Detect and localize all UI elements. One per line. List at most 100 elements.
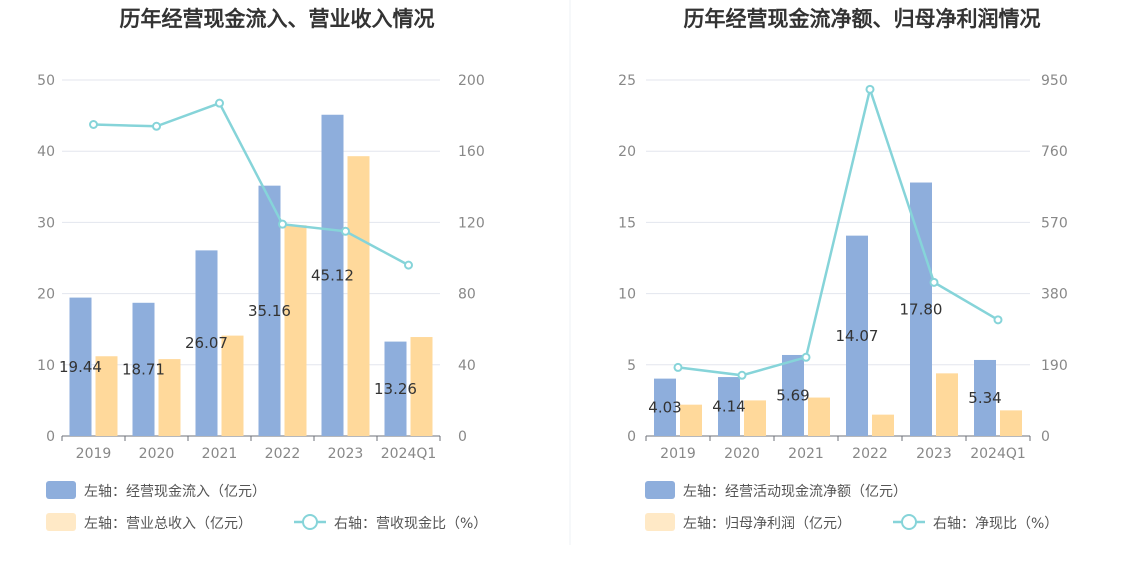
bar-primary-2024Q1 xyxy=(974,359,996,436)
ratio-point-2024Q1 xyxy=(404,260,413,270)
right-axis-tick-label: 950 xyxy=(1041,73,1068,89)
legend-label-secondary: 左轴：营业总收入（亿元） xyxy=(84,516,252,532)
x-axis-tick-label: 2021 xyxy=(788,446,824,462)
legend-swatch-secondary xyxy=(645,513,675,531)
legend-label-primary: 左轴：经营活动现金流净额（亿元） xyxy=(683,484,907,500)
bar-primary-2021 xyxy=(195,250,218,436)
chart-title: 历年经营现金流入、营业收入情况 xyxy=(120,7,435,31)
right-axis-tick-label: 200 xyxy=(458,73,485,89)
bar-secondary-2023 xyxy=(936,373,958,436)
left-axis-tick-label: 20 xyxy=(618,144,636,160)
ratio-point-2019 xyxy=(673,362,683,372)
legend-label-secondary: 左轴：归母净利润（亿元） xyxy=(683,515,851,532)
bar-secondary-2022 xyxy=(284,225,307,436)
bar-data-label-2020: 4.14 xyxy=(712,398,745,416)
ratio-point-2020 xyxy=(152,121,161,131)
left-axis-tick-label: 40 xyxy=(37,144,55,160)
x-axis-tick-label: 2024Q1 xyxy=(381,446,437,462)
left-axis-tick-label: 10 xyxy=(37,358,55,374)
bar-primary-2024Q1 xyxy=(384,341,407,436)
legend-swatch-secondary xyxy=(46,513,76,531)
right-axis-tick-label: 570 xyxy=(1041,215,1068,231)
bar-primary-2020 xyxy=(132,302,155,436)
bar-secondary-2023 xyxy=(347,156,370,436)
right-axis-tick-label: 760 xyxy=(1041,144,1068,160)
bar-primary-2019 xyxy=(69,297,92,436)
bar-secondary-2021 xyxy=(221,335,244,436)
bar-data-label-2019: 19.44 xyxy=(59,358,102,376)
bar-primary-2020 xyxy=(718,377,740,436)
left-axis-tick-label: 30 xyxy=(37,215,55,231)
ratio-point-2022 xyxy=(278,219,287,229)
bar-secondary-2021 xyxy=(808,397,830,436)
bar-data-label-2022: 14.07 xyxy=(836,327,879,345)
ratio-point-2020 xyxy=(737,370,747,380)
bar-data-label-2024Q1: 13.26 xyxy=(374,380,417,398)
x-axis-tick-label: 2019 xyxy=(660,446,696,462)
legend-label-line: 右轴：净现比（%） xyxy=(933,516,1058,532)
right-axis-tick-label: 0 xyxy=(458,429,467,445)
bar-secondary-2020 xyxy=(744,400,766,436)
chart-title: 历年经营现金流净额、归母净利润情况 xyxy=(684,7,1041,31)
ratio-point-2021 xyxy=(215,98,224,108)
bar-secondary-2024Q1 xyxy=(410,337,433,436)
left-axis-tick-label: 25 xyxy=(618,73,636,89)
bar-primary-2022 xyxy=(258,185,281,436)
x-axis-tick-label: 2021 xyxy=(202,446,238,462)
left-axis-tick-label: 0 xyxy=(46,429,55,445)
bar-primary-2023 xyxy=(321,114,344,436)
ratio-point-2021 xyxy=(801,352,811,362)
x-axis-tick-label: 2024Q1 xyxy=(970,446,1026,462)
bar-primary-2023 xyxy=(910,182,932,436)
bar-secondary-2019 xyxy=(95,356,118,436)
x-axis-tick-label: 2019 xyxy=(76,446,112,462)
bar-data-label-2022: 35.16 xyxy=(248,302,291,320)
chart-panel-2: 历年经营现金流净额、归母净利润情况 0 0 5 190 10 380 15 570 20 760 25… xyxy=(618,7,1068,532)
bar-data-label-2024Q1: 5.34 xyxy=(968,389,1001,407)
bar-primary-2022 xyxy=(846,235,868,436)
right-axis-tick-label: 40 xyxy=(458,358,476,374)
right-axis-tick-label: 380 xyxy=(1041,287,1068,303)
legend-swatch-primary xyxy=(645,481,675,499)
bar-data-label-2023: 17.80 xyxy=(900,300,943,318)
x-axis-tick-label: 2023 xyxy=(328,446,364,462)
legend-swatch-line-marker xyxy=(901,514,917,530)
x-axis-tick-label: 2023 xyxy=(916,446,952,462)
bar-secondary-2024Q1 xyxy=(1000,410,1022,436)
bar-secondary-2019 xyxy=(680,404,702,436)
legend-label-primary: 左轴：经营现金流入（亿元） xyxy=(84,484,266,500)
bar-data-label-2021: 26.07 xyxy=(185,334,228,352)
right-axis-tick-label: 80 xyxy=(458,287,476,303)
legend-label-line: 右轴：营收现金比（%） xyxy=(334,516,487,532)
right-axis-tick-label: 190 xyxy=(1041,358,1068,374)
legend-swatch-primary xyxy=(46,481,76,499)
left-axis-tick-label: 5 xyxy=(627,358,636,374)
x-axis-tick-label: 2022 xyxy=(265,446,301,462)
left-axis-tick-label: 15 xyxy=(618,215,636,231)
right-axis-tick-label: 0 xyxy=(1041,429,1050,445)
right-axis-tick-label: 160 xyxy=(458,144,485,160)
bar-secondary-2022 xyxy=(872,414,894,436)
left-axis-tick-label: 0 xyxy=(627,429,636,445)
ratio-point-2023 xyxy=(341,226,350,236)
bar-secondary-2020 xyxy=(158,359,181,436)
left-axis-tick-label: 10 xyxy=(618,287,636,303)
ratio-point-2023 xyxy=(929,277,939,287)
x-axis-tick-label: 2020 xyxy=(724,446,760,462)
ratio-line xyxy=(677,84,999,377)
bar-data-label-2023: 45.12 xyxy=(311,266,354,284)
bar-data-label-2020: 18.71 xyxy=(122,360,165,378)
left-axis-tick-label: 20 xyxy=(37,287,55,303)
bar-primary-2021 xyxy=(782,354,804,436)
right-axis-tick-label: 120 xyxy=(458,215,485,231)
bar-data-label-2021: 5.69 xyxy=(776,386,809,404)
left-axis-tick-label: 50 xyxy=(37,73,55,89)
ratio-line xyxy=(93,101,410,267)
chart-panel-1: 历年经营现金流入、营业收入情况 0 0 10 40 20 80 30 120 40 160 50 200… xyxy=(37,7,487,532)
x-axis-tick-label: 2022 xyxy=(852,446,888,462)
ratio-point-2024Q1 xyxy=(993,315,1003,325)
ratio-point-2022 xyxy=(865,84,875,94)
bar-data-label-2019: 4.03 xyxy=(648,398,681,416)
legend-swatch-line-marker xyxy=(302,514,318,530)
